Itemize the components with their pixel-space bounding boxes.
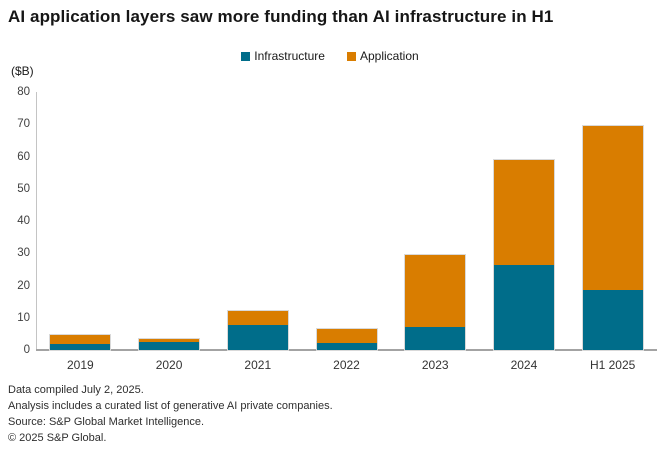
plot-area — [36, 92, 657, 352]
y-tick-label-50: 50 — [17, 182, 30, 195]
y-tick-label-20: 20 — [17, 279, 30, 292]
y-tick-label-40: 40 — [17, 215, 30, 227]
y-axis-unit-label: ($B) — [11, 64, 34, 78]
x-axis-baseline — [36, 349, 657, 351]
footnote-line: Data compiled July 2, 2025. — [8, 384, 144, 396]
bar-segment-infrastructure-2024 — [493, 264, 554, 350]
y-tick-label-70: 70 — [17, 118, 30, 131]
y-tick-label-80: 80 — [17, 86, 30, 98]
legend: Infrastructure Application — [0, 49, 660, 63]
bar-segment-application-2024 — [493, 160, 554, 265]
bar-segment-application-2022 — [316, 328, 377, 343]
legend-item-application: Application — [346, 49, 419, 63]
bar-segment-infrastructure-2023 — [405, 327, 466, 350]
x-category-label-2021: 2021 — [244, 358, 272, 372]
y-tick-label-10: 10 — [17, 311, 30, 324]
bar-segment-infrastructure-2019 — [50, 343, 111, 350]
infrastructure-swatch-icon — [241, 51, 251, 61]
bar-segment-application-2019 — [50, 335, 111, 344]
footnote-line: Source: S&P Global Market Intelligence. — [8, 416, 205, 428]
stacked-bar-2024 — [492, 159, 555, 351]
y-tick-label-0: 0 — [23, 344, 30, 356]
x-category-label-2020: 2020 — [155, 358, 183, 372]
bar-segment-infrastructure-2021 — [227, 324, 288, 350]
legend-label-application: Application — [359, 49, 419, 63]
bar-segment-infrastructure-2022 — [316, 342, 377, 350]
y-tick-label-60: 60 — [17, 150, 30, 163]
x-category-label-2019: 2019 — [66, 358, 94, 372]
stacked-bar-2020 — [138, 338, 201, 351]
stacked-bar-2019 — [49, 334, 112, 351]
stacked-bar-2021 — [226, 309, 289, 352]
footnotes: Data compiled July 2, 2025. Analysis inc… — [8, 382, 333, 446]
x-category-label-2023: 2023 — [421, 358, 449, 372]
legend-item-infrastructure: Infrastructure — [241, 49, 325, 63]
bar-segment-infrastructure-h1-2025 — [582, 289, 643, 350]
application-swatch-icon — [346, 51, 356, 61]
stacked-bar-2023 — [404, 253, 467, 352]
footnote-line: © 2025 S&P Global. — [8, 432, 107, 444]
stacked-bar-2022 — [315, 327, 378, 352]
x-category-label-h1-2025: H1 2025 — [589, 358, 636, 372]
bar-segment-infrastructure-2020 — [139, 342, 200, 350]
stacked-bar-h1-2025 — [581, 124, 644, 352]
bar-segment-application-2020 — [139, 339, 200, 343]
footnote-line: Analysis includes a curated list of gene… — [8, 400, 333, 412]
bar-segment-application-h1-2025 — [582, 125, 643, 290]
y-tick-label-30: 30 — [17, 247, 30, 260]
legend-label-infrastructure: Infrastructure — [254, 49, 325, 63]
bar-segment-application-2021 — [227, 310, 288, 325]
chart-title: AI application layers saw more funding t… — [8, 7, 554, 26]
bar-segment-application-2023 — [405, 254, 466, 328]
y-axis-line — [36, 92, 37, 350]
x-category-label-2022: 2022 — [333, 358, 360, 372]
x-category-label-2024: 2024 — [510, 358, 538, 372]
